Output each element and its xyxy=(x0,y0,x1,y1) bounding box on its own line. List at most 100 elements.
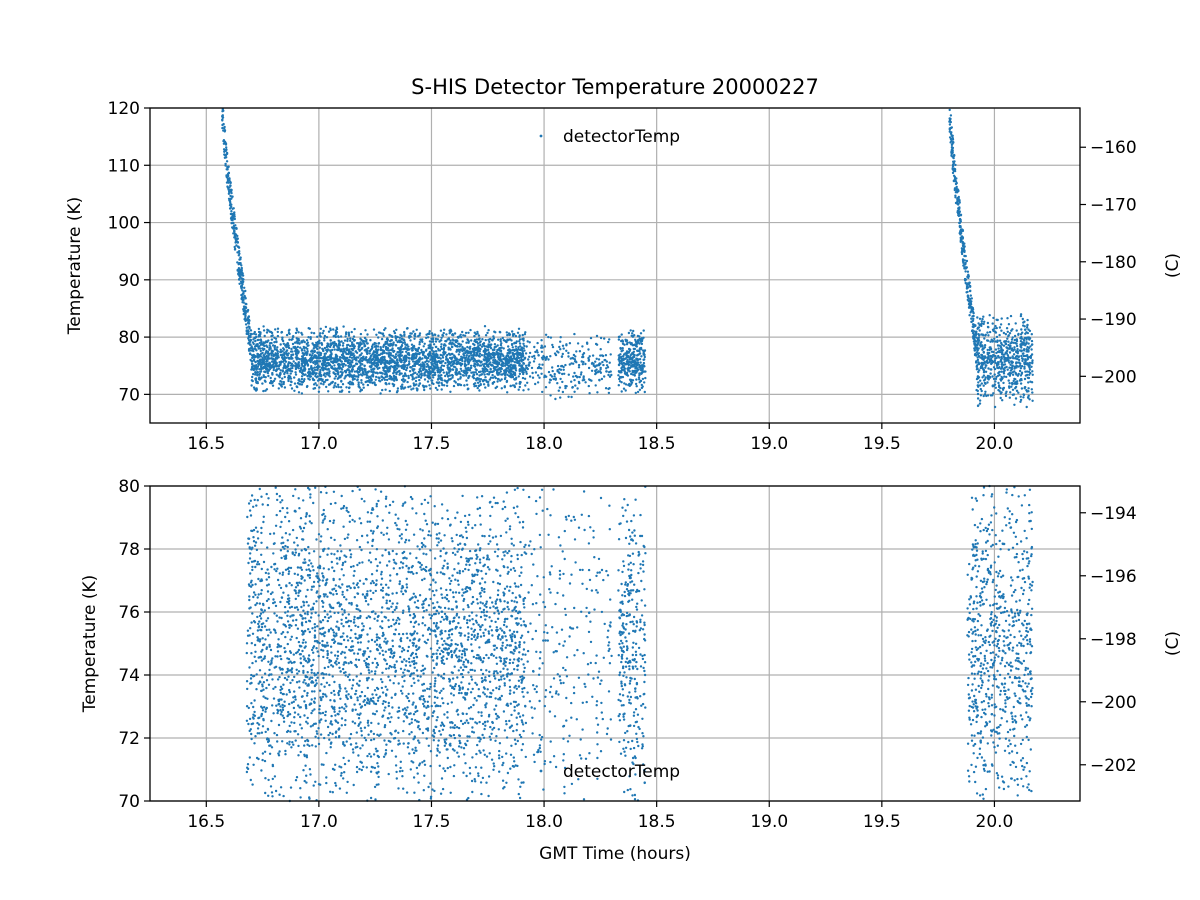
data-point xyxy=(353,374,356,377)
data-point xyxy=(435,350,438,353)
data-point xyxy=(594,360,597,363)
data-point xyxy=(385,373,388,376)
data-point xyxy=(344,371,348,374)
data-point xyxy=(378,366,381,370)
data-point xyxy=(981,348,984,351)
data-point xyxy=(344,335,347,338)
data-point xyxy=(1006,349,1009,353)
data-point xyxy=(1005,365,1008,369)
data-point xyxy=(1015,344,1019,348)
data-point xyxy=(366,361,369,364)
data-point xyxy=(426,362,429,366)
data-point xyxy=(340,340,343,343)
data-point xyxy=(439,378,443,381)
data-point xyxy=(961,258,965,261)
data-point xyxy=(434,340,438,343)
data-point xyxy=(414,383,417,387)
data-point xyxy=(521,333,524,337)
data-point xyxy=(243,310,247,313)
data-point xyxy=(227,197,231,200)
data-point xyxy=(282,348,286,351)
data-point xyxy=(458,342,461,346)
data-point xyxy=(505,379,509,383)
data-point xyxy=(281,338,284,341)
data-point xyxy=(536,381,540,384)
data-point xyxy=(344,374,348,377)
data-point xyxy=(334,382,337,385)
data-point xyxy=(347,365,350,368)
data-point xyxy=(466,338,469,341)
data-point xyxy=(561,390,565,394)
data-point xyxy=(299,346,302,349)
data-point xyxy=(273,344,277,348)
data-point xyxy=(493,367,496,370)
data-point xyxy=(627,360,630,363)
data-point xyxy=(441,356,445,359)
data-point xyxy=(425,336,428,340)
data-point xyxy=(468,358,471,361)
data-point xyxy=(972,311,975,315)
data-point xyxy=(395,372,398,376)
data-point xyxy=(499,370,502,373)
data-point xyxy=(565,349,568,352)
data-point xyxy=(574,355,577,358)
data-point xyxy=(263,379,267,382)
data-point xyxy=(395,367,399,370)
data-point xyxy=(957,203,960,206)
data-point xyxy=(528,351,532,355)
data-point xyxy=(962,261,965,264)
data-point xyxy=(491,373,494,377)
data-point xyxy=(294,331,298,335)
data-point xyxy=(403,330,406,334)
data-point xyxy=(402,356,405,360)
data-point xyxy=(252,368,255,371)
data-point xyxy=(340,356,344,359)
data-point xyxy=(377,376,380,379)
data-point xyxy=(461,340,464,343)
data-point xyxy=(239,273,242,276)
data-point xyxy=(1004,394,1008,398)
data-point xyxy=(1011,373,1015,376)
data-point xyxy=(1030,365,1033,368)
data-point xyxy=(381,356,384,359)
data-point xyxy=(385,346,388,349)
data-point xyxy=(411,375,414,378)
data-point xyxy=(579,373,583,376)
data-point xyxy=(998,326,1002,329)
data-point xyxy=(346,337,349,341)
data-point xyxy=(500,378,503,381)
data-point xyxy=(318,377,321,381)
data-point xyxy=(244,323,248,326)
data-point xyxy=(564,363,567,367)
data-point xyxy=(641,377,645,381)
data-point xyxy=(509,384,512,388)
data-point xyxy=(272,360,276,363)
data-point xyxy=(465,341,468,344)
data-point xyxy=(634,382,638,386)
data-point xyxy=(401,341,405,345)
data-point xyxy=(279,343,282,346)
data-point xyxy=(238,258,241,261)
data-point xyxy=(409,332,412,335)
data-point xyxy=(415,362,419,365)
data-point xyxy=(474,340,478,344)
data-point xyxy=(966,290,969,294)
data-point xyxy=(998,333,1001,337)
data-point xyxy=(459,367,462,370)
data-point xyxy=(498,371,501,375)
data-point xyxy=(365,359,368,362)
data-point xyxy=(291,353,295,356)
data-point xyxy=(620,366,623,370)
data-point xyxy=(521,368,525,372)
data-point xyxy=(251,375,254,379)
data-point xyxy=(455,348,459,352)
data-point xyxy=(594,384,597,387)
data-point xyxy=(469,351,472,355)
data-point xyxy=(391,343,395,346)
data-point xyxy=(262,389,265,393)
data-point xyxy=(294,352,298,356)
data-point xyxy=(963,242,966,245)
data-point xyxy=(489,337,492,341)
data-point xyxy=(519,348,522,352)
data-point xyxy=(533,345,536,349)
